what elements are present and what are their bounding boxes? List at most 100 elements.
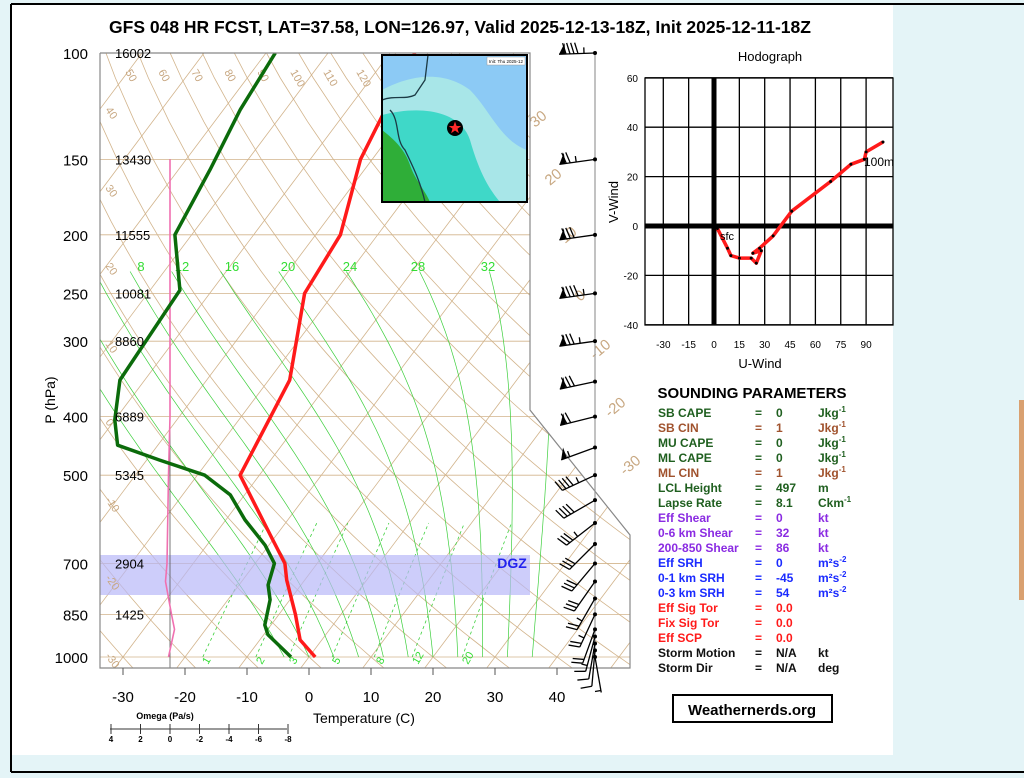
site-link[interactable]: Weathernerds.org [688,702,816,719]
wind-barb [558,42,597,55]
pressure-tick-label: 1000 [55,650,88,667]
omega-axis: Omega (Pa/s) 4 2 0 -2 -4 -6 -8 [109,711,292,744]
x-axis-label: Temperature (C) [313,710,415,726]
moist-adiabat-label: 24 [343,259,357,274]
hodograph-point [729,254,733,258]
height-label: 8860 [115,334,144,349]
dry-adiabat [188,53,630,668]
hodograph-y-label: V-Wind [606,181,621,223]
parameter-label: Eff SCP [658,631,702,645]
parameter-equals: = [755,406,762,420]
hodograph-x-tick: 30 [759,340,771,351]
pressure-tick-label: 500 [63,468,88,485]
barb-dot [593,541,597,546]
omega-line [164,159,176,658]
height-label: 13430 [115,152,151,167]
barb-dot [593,379,597,384]
barb-feather [555,509,565,519]
barb-half-feather [575,477,580,484]
pressure-tick-label: 850 [63,607,88,624]
pressure-tick-label: 250 [63,286,88,303]
omega-tick-label: -6 [255,735,263,744]
parameter-label: LCL Height [658,481,722,495]
barb-feather [565,476,574,486]
moist-adiabat-label: 28 [411,259,425,274]
dgz-label: DGZ [497,555,527,571]
barb-feather [570,640,582,645]
parameter-unit: m [818,481,829,495]
isotherm-label: 40 [103,105,120,122]
barb-dot [593,655,597,659]
moist-adiabat-label: 20 [281,259,295,274]
hodograph-point [829,180,833,183]
barb-feather [560,377,568,388]
parameter-value: 0 [776,451,783,465]
wind-barb [559,284,597,300]
barb-dot [593,473,597,478]
parameter-label: ML CAPE [658,451,712,465]
isotherm [547,53,630,668]
parameter-row: Storm Dir = N/A deg [658,661,839,675]
moist-adiabat [419,271,483,657]
inset-map: Init: Thu 2025-12 [381,54,528,203]
barb-dot [593,414,597,419]
hodograph-point [754,261,758,265]
barb-feather [559,563,570,571]
wind-barb [571,627,597,664]
wind-barb [555,498,597,519]
wind-barb [559,375,597,390]
hodograph-x-label: U-Wind [738,356,781,371]
parameter-label: 200-850 Shear [658,541,739,555]
hodograph-x-tick: -15 [681,340,696,351]
barb-half-feather [573,531,579,537]
x-tick-label: 10 [363,689,380,706]
hodograph-point [862,157,866,161]
barb-feather [566,42,571,55]
hodograph-y-tick: 20 [627,173,639,184]
parameter-label: Storm Dir [658,661,713,675]
wind-barb [559,152,597,166]
barb-staff [571,563,596,592]
parameter-label: 0-6 km Shear [658,526,733,540]
dry-adiabat-label: 80 [221,68,238,85]
pressure-tick-label: 700 [63,556,88,573]
dry-adiabat-label: 70 [188,68,205,85]
parameter-label: Lapse Rate [658,496,722,510]
barb-dot [593,579,597,584]
x-tick-label: 30 [487,689,504,706]
dry-adiabat [100,53,387,668]
parameter-value: 54 [776,586,790,600]
barb-staff [582,629,596,664]
moist-adiabat [100,271,285,658]
wind-barb [561,561,597,592]
hodograph-x-tick: 60 [810,340,822,351]
barb-dot [593,596,597,601]
isotherm-label: 20 [103,261,120,278]
barb-feather [564,557,576,565]
moist-adiabat [278,271,434,658]
hodograph-point [759,249,763,253]
parameter-row: SB CIN = 1 Jkg-1 [658,420,846,435]
barb-pennant [559,228,566,240]
parameter-value: 497 [776,481,796,495]
moist-adiabat [100,271,310,658]
barb-feather [565,152,571,164]
skew-t-axes: 1001502002503004005007008501000160021343… [55,46,566,706]
dry-adiabat [126,53,630,668]
parameter-unit-exponent: -1 [839,450,847,459]
moist-adiabat-label: 16 [225,259,239,274]
height-label: 2904 [115,556,144,571]
barb-dot [593,51,597,55]
hodograph-point [758,246,762,250]
barb-feather [569,285,575,297]
dry-adiabat [100,53,450,668]
wind-barb [565,596,597,631]
omega-tick-label: -8 [284,735,292,744]
site-badge[interactable] [672,694,833,723]
parameter-label: Fix Sig Tor [658,616,719,630]
barb-dot [593,648,597,653]
mixing-ratio-label: 2 [254,655,267,666]
wind-barb [593,655,602,693]
barb-half-feather [581,663,588,667]
dry-adiabat [313,53,630,668]
